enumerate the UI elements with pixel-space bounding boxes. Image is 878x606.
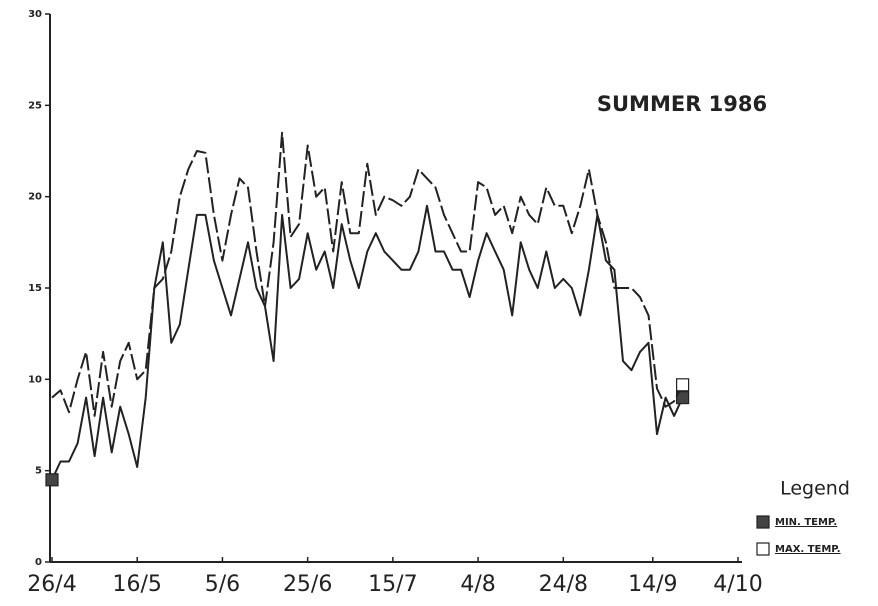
x-tick-label: 25/6 [283,572,332,597]
series-line [51,131,684,417]
end-marker [676,378,690,392]
y-tick-label: 0 [35,557,42,568]
x-tick-label: 24/8 [539,572,588,597]
y-tick-label: 25 [28,100,42,111]
x-tick-label: 26/4 [27,572,76,597]
x-tick-label: 4/10 [713,572,762,597]
legend-swatch [756,542,770,556]
legend-swatch [756,515,770,529]
series-line [51,204,684,481]
x-tick-label: 4/8 [460,572,495,597]
y-tick-label: 10 [28,374,42,385]
end-marker [45,473,59,487]
end-marker [676,391,690,405]
chart-title: SUMMER 1986 [597,92,767,116]
y-tick-label: 15 [28,283,42,294]
x-tick-label: 16/5 [113,572,162,597]
legend-title: Legend [780,478,850,500]
y-tick-label: 5 [35,466,42,477]
y-tick-label: 20 [28,192,42,203]
legend-label: MAX. TEMP. [775,544,841,555]
y-tick-label: 30 [28,9,42,20]
x-tick-label: 5/6 [205,572,240,597]
x-tick-label: 14/9 [628,572,677,597]
legend-label: MIN. TEMP. [775,517,837,528]
x-tick-label: 15/7 [368,572,417,597]
